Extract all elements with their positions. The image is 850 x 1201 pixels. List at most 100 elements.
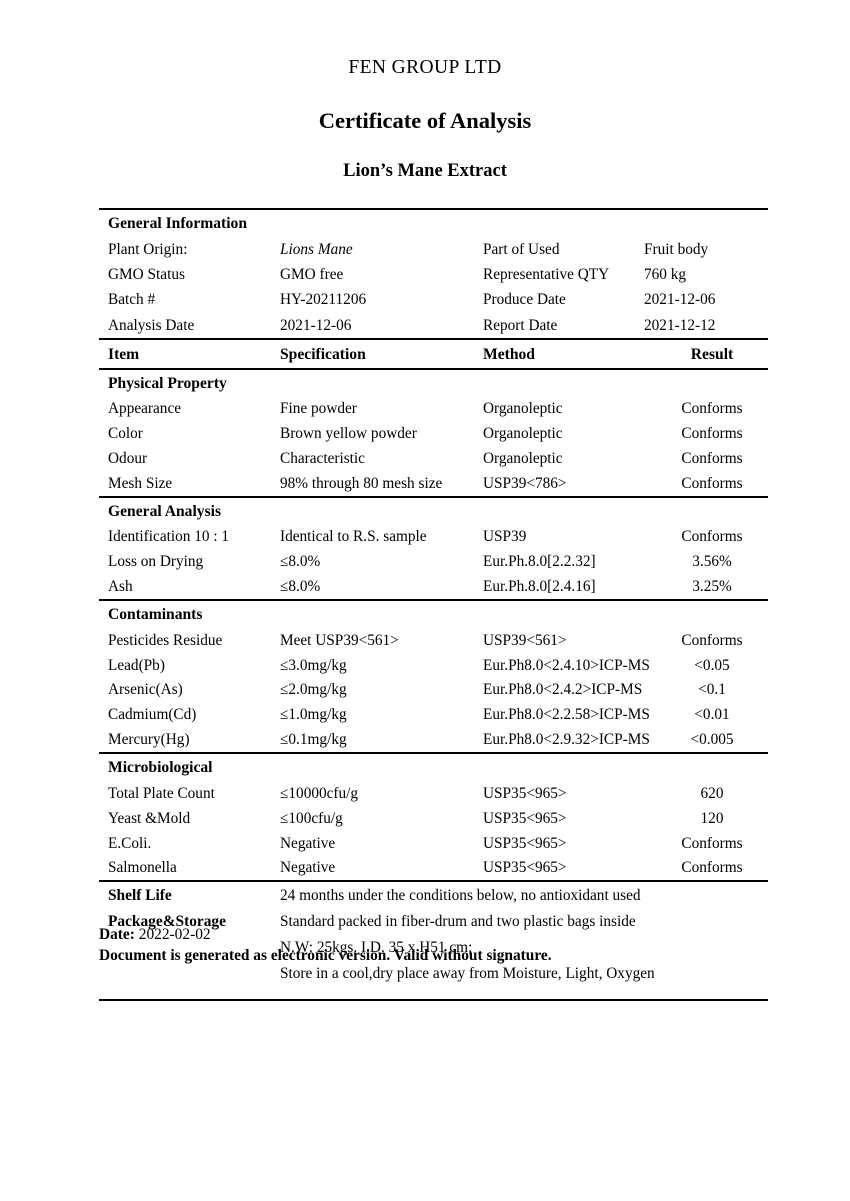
company-name: FEN GROUP LTD (348, 57, 502, 78)
cell-spec: ≤1.0mg/kg (280, 706, 347, 724)
general-info-label: Part of Used (483, 240, 560, 258)
package-storage-line3: Store in a cool,dry place away from Mois… (280, 964, 655, 982)
general-info-label: Plant Origin: (108, 240, 188, 258)
cell-spec: ≤10000cfu/g (280, 784, 359, 802)
general-info-label: Analysis Date (108, 316, 195, 334)
general-info-value: 760 kg (644, 266, 687, 284)
cell-spec: ≤0.1mg/kg (280, 731, 347, 749)
shelf-life-row: Shelf Life 24 months under the condition… (99, 882, 768, 908)
table-row: Mesh Size 98% through 80 mesh size USP39… (99, 471, 768, 496)
table-row: Arsenic(As) ≤2.0mg/kg Eur.Ph8.0<2.4.2>IC… (99, 677, 768, 702)
cell-result: Conforms (681, 400, 743, 418)
table-row: Lead(Pb) ≤3.0mg/kg Eur.Ph8.0<2.4.10>ICP-… (99, 653, 768, 678)
cell-result: Conforms (681, 528, 743, 546)
cell-method: Eur.Ph8.0<2.9.32>ICP-MS (483, 731, 650, 749)
product-title: Lion’s Mane Extract (343, 161, 507, 181)
cell-spec: Fine powder (280, 400, 357, 418)
table-row: E.Coli. Negative USP35<965> Conforms (99, 831, 768, 856)
general-info-row: GMO Status GMO free Representative QTY 7… (99, 262, 768, 287)
section-divider-rule (99, 880, 768, 883)
table-row: Salmonella Negative USP35<965> Conforms (99, 855, 768, 880)
section-heading-general-analysis: General Analysis (108, 502, 222, 520)
package-storage-row: Store in a cool,dry place away from Mois… (99, 960, 768, 986)
shelf-life-text: 24 months under the conditions below, no… (280, 886, 641, 904)
general-info-value: GMO free (280, 266, 344, 284)
general-info-label: Report Date (483, 316, 558, 334)
column-header-method: Method (483, 345, 535, 363)
cell-result: <0.005 (690, 731, 734, 749)
column-header-result: Result (690, 345, 734, 363)
cell-item: Cadmium(Cd) (108, 706, 197, 724)
package-storage-line2: N.W: 25kgs. I.D. 35 x H51 cm; (280, 938, 473, 956)
general-info-label: Representative QTY (483, 266, 610, 284)
section-heading-general-information: General Information (108, 215, 248, 232)
cell-method: USP39<786> (483, 474, 567, 492)
table-row: Identification 10 : 1 Identical to R.S. … (99, 524, 768, 549)
footer-date-label: Date: (99, 926, 135, 943)
cell-item: Identification 10 : 1 (108, 528, 230, 546)
cell-result: Conforms (681, 474, 743, 492)
table-row: Odour Characteristic Organoleptic Confor… (99, 446, 768, 471)
table-row: Appearance Fine powder Organoleptic Conf… (99, 396, 768, 421)
package-storage-label: Package&Storage (108, 912, 226, 930)
cell-spec: 98% through 80 mesh size (280, 474, 443, 492)
cell-spec: ≤100cfu/g (280, 809, 343, 827)
cell-item: Total Plate Count (108, 784, 215, 802)
general-info-value: 2021-12-06 (280, 316, 352, 334)
cell-method: USP35<965> (483, 834, 567, 852)
cell-result: 3.56% (692, 553, 732, 571)
table-row: Mercury(Hg) ≤0.1mg/kg Eur.Ph8.0<2.9.32>I… (99, 727, 768, 752)
cell-item: Arsenic(As) (108, 681, 183, 699)
general-info-row: Analysis Date 2021-12-06 Report Date 202… (99, 312, 768, 337)
cell-spec: Identical to R.S. sample (280, 528, 427, 546)
table-top-rule (99, 208, 768, 210)
cell-result: Conforms (681, 631, 743, 649)
cell-item: Yeast &Mold (108, 809, 191, 827)
section-heading-contaminants: Contaminants (108, 606, 203, 624)
document-header: FEN GROUP LTD Certificate of Analysis Li… (0, 0, 850, 181)
cell-method: USP35<965> (483, 809, 567, 827)
cell-method: Organoleptic (483, 425, 563, 443)
general-info-value: Fruit body (644, 240, 709, 258)
cell-item: E.Coli. (108, 834, 152, 852)
cell-result: Conforms (681, 425, 743, 443)
general-info-value: 2021-12-06 (644, 291, 716, 309)
document-footer: Date: 2022-02-02 Document is generated a… (99, 925, 768, 966)
cell-method: Eur.Ph8.0<2.2.58>ICP-MS (483, 706, 650, 724)
cell-result: 620 (700, 784, 724, 802)
cell-method: USP35<965> (483, 859, 567, 877)
cell-item: Appearance (108, 400, 182, 418)
cell-spec: ≤8.0% (280, 578, 321, 596)
table-row: Loss on Drying ≤8.0% Eur.Ph.8.0[2.2.32] … (99, 549, 768, 574)
cell-method: USP39<561> (483, 631, 567, 649)
cell-item: Mercury(Hg) (108, 731, 190, 749)
shelf-life-label: Shelf Life (108, 886, 172, 904)
section-divider-rule (99, 752, 768, 755)
cell-result: Conforms (681, 450, 743, 468)
column-header-item: Item (108, 345, 140, 363)
footer-notice: Document is generated as electronic vers… (99, 947, 552, 965)
cell-result: Conforms (681, 834, 743, 852)
cell-result: <0.01 (694, 706, 730, 724)
cell-method: Eur.Ph.8.0[2.4.16] (483, 578, 596, 596)
cell-method: USP35<965> (483, 784, 567, 802)
section-divider-rule (99, 599, 768, 602)
cell-method: Organoleptic (483, 400, 563, 418)
cell-item: Color (108, 425, 143, 443)
cell-spec: Brown yellow powder (280, 425, 417, 443)
cell-item: Salmonella (108, 859, 177, 877)
table-row: Yeast &Mold ≤100cfu/g USP35<965> 120 (99, 806, 768, 831)
footer-date-value: 2022-02-02 (138, 926, 211, 943)
section-heading-microbiological: Microbiological (108, 759, 213, 777)
cell-method: Organoleptic (483, 450, 563, 468)
column-header-bottom-rule (99, 367, 768, 370)
section-heading-physical-property: Physical Property (108, 374, 227, 392)
page-bottom-rule (99, 999, 768, 1001)
package-storage-row: N.W: 25kgs. I.D. 35 x H51 cm; (99, 934, 768, 960)
column-header-row: Item Specification Method Result (99, 341, 768, 367)
cell-spec: ≤3.0mg/kg (280, 656, 347, 674)
general-info-value: Lions Mane (280, 240, 353, 258)
general-info-label: Batch # (108, 291, 156, 309)
column-header-top-rule (99, 337, 768, 340)
